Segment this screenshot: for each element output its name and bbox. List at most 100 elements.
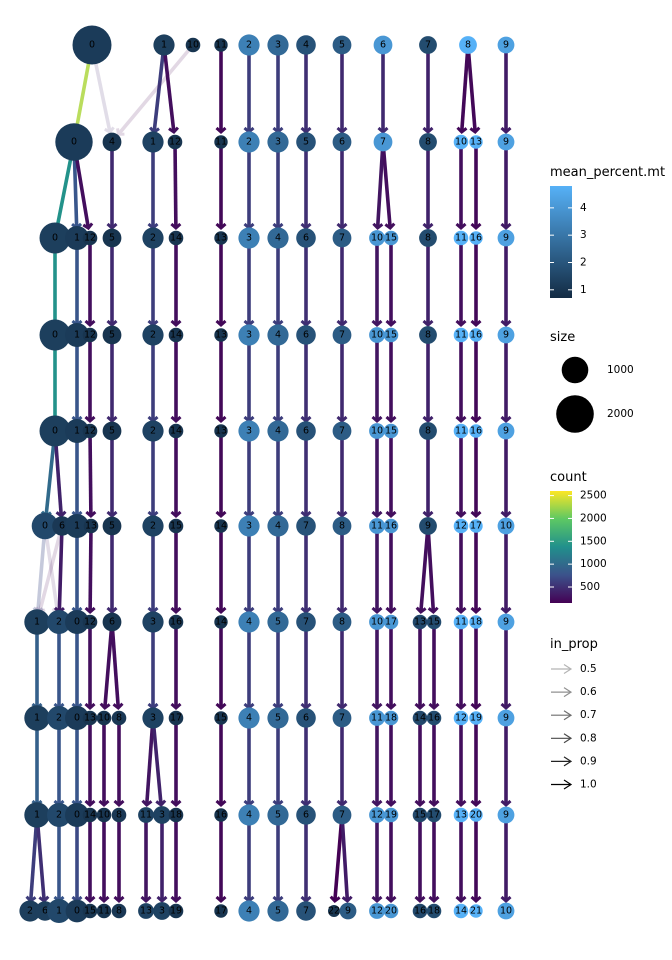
node-label: 2	[150, 330, 156, 341]
edge	[113, 815, 125, 904]
node-label: 11	[455, 233, 467, 244]
cluster-node: 8	[332, 612, 352, 632]
edge	[336, 718, 348, 808]
edge	[71, 238, 83, 328]
cluster-node: 12	[82, 614, 98, 630]
node-label: 11	[215, 137, 227, 148]
cluster-node: 11	[453, 230, 469, 246]
node-label: 16	[470, 233, 482, 244]
node-label: 3	[246, 233, 252, 244]
node-label: 5	[275, 713, 281, 724]
node-label: 6	[339, 137, 345, 148]
edge	[71, 431, 83, 519]
cluster-node: 2	[142, 515, 164, 537]
node-label: 1	[74, 233, 80, 244]
edge	[422, 431, 434, 519]
node-label: 7	[303, 521, 309, 532]
cluster-node: 13	[214, 328, 228, 342]
node-label: 6	[42, 906, 48, 917]
node-label: 2	[56, 810, 62, 821]
edge	[336, 45, 348, 135]
node-label: 10	[371, 233, 383, 244]
edge	[422, 238, 434, 328]
edge	[470, 622, 482, 711]
cluster-node: 11	[453, 614, 469, 630]
edge	[456, 44, 470, 135]
edge	[85, 430, 97, 519]
cluster-node: 12	[369, 807, 385, 823]
edge	[470, 718, 482, 808]
cluster-node: 14	[168, 327, 184, 343]
edge	[156, 815, 168, 904]
node-label: 4	[275, 426, 281, 437]
node-label: 3	[275, 40, 281, 51]
cluster-node: 18	[383, 710, 399, 726]
node-label: 14	[170, 233, 182, 244]
edge	[215, 45, 227, 135]
cluster-node: 5	[332, 35, 352, 55]
edge	[300, 335, 312, 424]
cluster-node: 10	[497, 902, 515, 920]
node-label: 21	[470, 906, 482, 917]
node-label: 13	[470, 137, 482, 148]
edge	[170, 335, 182, 424]
node-label: 9	[503, 330, 509, 341]
edge	[272, 431, 284, 519]
cluster-node: 5	[102, 516, 122, 536]
cluster-node: 6	[296, 805, 316, 825]
cluster-node: 15	[383, 327, 399, 343]
cluster-node: 3	[153, 806, 171, 824]
node-label: 3	[159, 810, 165, 821]
legend-mean-percent-mt: mean_percent.mt 1 2 3 4	[550, 165, 665, 298]
edge	[170, 238, 182, 328]
edge	[71, 718, 83, 808]
cluster-node: 1	[65, 514, 89, 538]
node-label: 9	[425, 521, 431, 532]
in-prop-key	[551, 733, 573, 744]
cluster-node: 13	[83, 518, 99, 534]
cluster-node: 1	[65, 226, 89, 250]
node-label: 12	[84, 617, 96, 628]
cluster-node: 16	[412, 903, 428, 919]
edge	[470, 431, 482, 519]
node-label: 5	[109, 521, 115, 532]
node-label: 0	[74, 810, 80, 821]
edge	[470, 142, 482, 231]
node-label: 8	[116, 810, 122, 821]
node-label: 3	[275, 137, 281, 148]
node-label: 20	[470, 810, 482, 821]
legend-in-prop: in_prop 0.5 0.6 0.7 0.8 0.9 1.0	[550, 637, 598, 791]
cluster-node: 12	[82, 230, 98, 246]
edge	[106, 238, 118, 328]
edge	[336, 335, 348, 424]
cluster-node: 9	[497, 422, 515, 440]
cluster-node: 10	[497, 517, 515, 535]
cluster-node: 1	[142, 131, 164, 153]
edge	[147, 142, 159, 231]
edge	[147, 431, 159, 519]
cluster-node: 3	[238, 324, 260, 346]
node-label: 14	[215, 521, 227, 532]
cluster-node: 0	[65, 610, 89, 634]
node-label: 6	[303, 426, 309, 437]
edge	[500, 45, 512, 135]
cluster-node: 7	[296, 901, 316, 921]
edge	[336, 142, 348, 231]
cluster-node: 10	[369, 423, 385, 439]
cluster-node: 3	[142, 707, 164, 729]
node-label: 5	[109, 233, 115, 244]
cluster-node: 3	[142, 611, 164, 633]
node-label: 16	[470, 330, 482, 341]
cluster-node: 17	[383, 614, 399, 630]
edge	[106, 431, 118, 519]
edge	[500, 238, 512, 328]
cluster-node: 1	[153, 34, 175, 56]
edge	[84, 718, 96, 808]
edge	[243, 142, 255, 231]
node-label: 14	[455, 906, 467, 917]
node-label: 8	[425, 426, 431, 437]
node-label: 5	[275, 810, 281, 821]
node-label: 14	[215, 617, 227, 628]
node-label: 3	[246, 426, 252, 437]
